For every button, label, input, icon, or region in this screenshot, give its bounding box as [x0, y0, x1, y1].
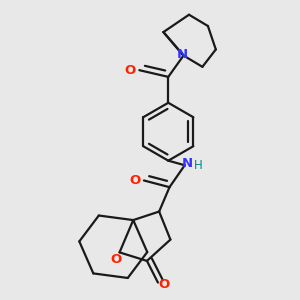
Text: H: H: [194, 159, 202, 172]
Text: N: N: [182, 157, 193, 170]
Text: O: O: [130, 174, 141, 187]
Text: O: O: [111, 253, 122, 266]
Text: O: O: [158, 278, 169, 291]
Text: N: N: [176, 47, 188, 61]
Text: O: O: [124, 64, 136, 77]
